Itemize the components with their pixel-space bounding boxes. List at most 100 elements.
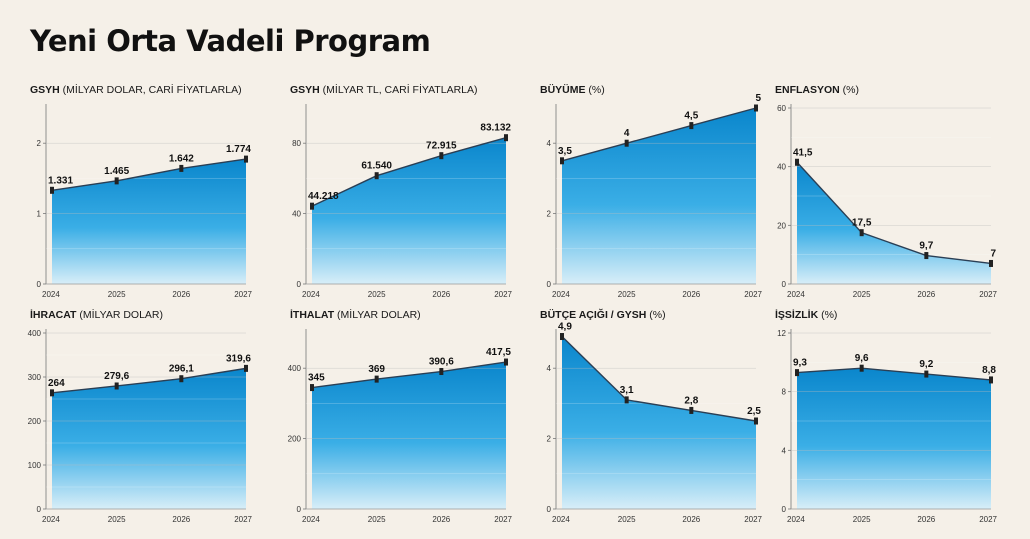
y-tick-label: 4 [782, 446, 787, 455]
x-tick-label: 2024 [42, 515, 60, 524]
data-point [114, 177, 119, 185]
chart-unit-text: (%) [839, 84, 860, 96]
x-tick-label: 2025 [618, 290, 636, 299]
chart-panel-issizlik: İŞSİZLİK (%) 0 4 8 12 9,3 9,6 9,2 8,8 2024 2025 202… [775, 309, 1007, 539]
data-point [504, 134, 508, 142]
x-tick-label: 2024 [552, 290, 570, 299]
data-point [689, 122, 694, 130]
chart-panel-butce: BÜTÇE AÇIĞI / GYSH (%) 0 2 4 4,9 3,1 2,8 2,5 202… [540, 309, 772, 539]
data-point [504, 358, 508, 366]
series-area [797, 162, 991, 284]
y-tick-label: 0 [37, 280, 42, 289]
data-label: 9,3 [793, 358, 807, 369]
x-tick-label: 2027 [234, 290, 252, 299]
x-tick-label: 2025 [618, 515, 636, 524]
data-label: 61.540 [361, 161, 392, 172]
data-point [754, 104, 758, 112]
data-label: 2,5 [747, 406, 761, 417]
chart-title: İHRACAT (MİLYAR DOLAR) [30, 309, 163, 321]
x-tick-label: 2026 [432, 515, 450, 524]
data-point [924, 252, 929, 260]
x-tick-label: 2027 [744, 290, 762, 299]
x-tick-label: 2025 [853, 290, 871, 299]
chart-unit-text: (%) [646, 309, 666, 321]
data-label: 41,5 [793, 147, 813, 158]
chart-svg: 0 2 4 4,9 3,1 2,8 2,5 2024 2025 2026 2027 [547, 322, 763, 524]
chart-svg: 0 20 40 60 41,5 17,5 9,7 7 2024 2025 2026 2027 [777, 104, 998, 299]
data-point [439, 368, 444, 376]
series-line [561, 336, 757, 422]
y-tick-label: 2 [547, 435, 552, 444]
data-label: 369 [368, 364, 385, 375]
y-tick-label: 2 [547, 210, 552, 219]
data-point [114, 382, 119, 390]
chart-svg: 0 40 80 44.218 61.540 72.915 83.132 2024 2025 202… [292, 104, 513, 299]
x-tick-label: 2026 [917, 515, 935, 524]
chart-panel-ihracat: İHRACAT (MİLYAR DOLAR) 0 100 200 300 400 264 27… [28, 309, 262, 539]
x-tick-label: 2024 [787, 515, 805, 524]
data-point [989, 259, 993, 267]
data-point [374, 172, 379, 180]
x-tick-label: 2026 [682, 290, 700, 299]
chart-unit-text: (MİLYAR DOLAR) [334, 309, 421, 321]
y-tick-label: 0 [782, 280, 787, 289]
x-tick-label: 2025 [368, 290, 386, 299]
y-tick-label: 8 [782, 388, 787, 397]
data-point [989, 376, 993, 384]
data-label: 72.915 [426, 141, 457, 152]
series-area [312, 362, 506, 509]
data-label: 1.774 [226, 144, 251, 155]
data-label: 17,5 [852, 218, 872, 229]
series-area [797, 368, 991, 509]
data-point [624, 396, 629, 404]
x-tick-label: 2024 [42, 290, 60, 299]
y-tick-label: 0 [547, 505, 552, 514]
data-point [859, 364, 864, 372]
chart-title-text: BÜYÜME [540, 84, 586, 96]
data-label: 5 [755, 93, 761, 104]
y-tick-label: 4 [547, 139, 552, 148]
y-tick-label: 200 [288, 435, 302, 444]
y-tick-label: 20 [777, 221, 786, 230]
y-tick-label: 400 [288, 364, 302, 373]
data-label: 296,1 [169, 364, 194, 375]
y-tick-label: 4 [547, 364, 552, 373]
chart-title: GSYH (MİLYAR DOLAR, CARİ FİYATLARLA) [30, 84, 242, 96]
series-line [51, 367, 247, 394]
chart-unit-text: (MİLYAR DOLAR) [76, 309, 164, 321]
x-tick-label: 2026 [682, 515, 700, 524]
data-label: 417,5 [486, 347, 511, 358]
data-label: 7 [990, 248, 996, 259]
data-point [859, 229, 864, 237]
y-tick-label: 40 [292, 210, 301, 219]
chart-unit-text: (MİLYAR TL, CARİ FİYATLARLA) [319, 84, 478, 96]
data-label: 264 [48, 378, 65, 389]
x-tick-label: 2027 [494, 290, 512, 299]
chart-title-text: İTHALAT [290, 309, 335, 321]
x-tick-label: 2025 [368, 515, 386, 524]
series-line [311, 361, 507, 389]
series-area [312, 137, 506, 284]
data-label: 319,6 [226, 353, 251, 364]
data-label: 1.465 [104, 166, 129, 177]
chart-svg: 0 2 4 3,5 4 4,5 5 2024 2025 2026 2027 [547, 93, 763, 299]
data-point [310, 384, 314, 392]
x-tick-label: 2027 [979, 290, 997, 299]
y-tick-label: 80 [292, 139, 301, 148]
chart-title: İTHALAT (MİLYAR DOLAR) [290, 309, 421, 321]
chart-title: GSYH (MİLYAR TL, CARİ FİYATLARLA) [290, 84, 478, 96]
x-tick-label: 2027 [234, 515, 252, 524]
data-point [754, 417, 758, 425]
y-tick-label: 60 [777, 104, 786, 113]
data-label: 9,2 [919, 359, 933, 370]
x-tick-label: 2026 [172, 515, 190, 524]
x-tick-label: 2026 [172, 290, 190, 299]
data-label: 345 [308, 373, 325, 384]
x-tick-label: 2027 [494, 515, 512, 524]
chart-panel-enflasyon: ENFLASYON (%) 0 20 40 60 41,5 17,5 9,7 7 2024 2025… [775, 84, 1007, 314]
data-point [924, 370, 929, 378]
chart-panel-buyume: BÜYÜME (%) 0 2 4 3,5 4 4,5 5 2024 2025 2026 2027 [540, 84, 772, 314]
chart-title: ENFLASYON (%) [775, 84, 859, 96]
x-tick-label: 2025 [108, 515, 126, 524]
chart-panel-gsyh-tl: GSYH (MİLYAR TL, CARİ FİYATLARLA) 0 40 80 44… [290, 84, 522, 314]
